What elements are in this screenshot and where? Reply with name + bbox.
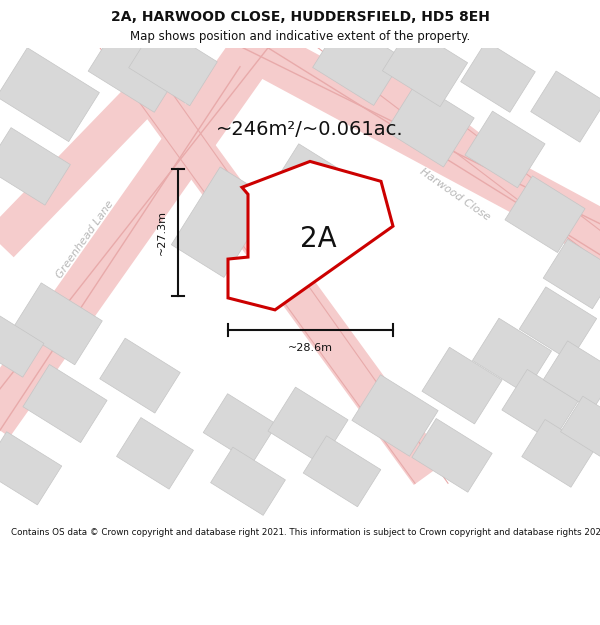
Polygon shape — [172, 167, 272, 278]
Polygon shape — [543, 239, 600, 309]
Text: ~27.3m: ~27.3m — [157, 210, 167, 255]
Polygon shape — [522, 419, 594, 488]
Polygon shape — [352, 375, 438, 456]
Polygon shape — [329, 34, 600, 278]
Polygon shape — [0, 34, 203, 258]
Polygon shape — [520, 287, 596, 361]
Polygon shape — [303, 436, 381, 507]
Polygon shape — [23, 364, 107, 442]
Polygon shape — [0, 432, 62, 505]
Text: Contains OS data © Crown copyright and database right 2021. This information is : Contains OS data © Crown copyright and d… — [11, 528, 600, 537]
Text: Map shows position and indicative extent of the property.: Map shows position and indicative extent… — [130, 30, 470, 43]
Polygon shape — [465, 111, 545, 188]
Polygon shape — [88, 27, 182, 112]
Text: Greenhead Lane: Greenhead Lane — [55, 198, 116, 280]
Polygon shape — [268, 387, 348, 464]
Polygon shape — [244, 27, 600, 265]
Polygon shape — [461, 41, 535, 112]
Polygon shape — [412, 419, 492, 492]
Polygon shape — [382, 27, 467, 107]
Polygon shape — [0, 314, 44, 377]
Polygon shape — [313, 20, 403, 106]
Text: ~28.6m: ~28.6m — [288, 342, 333, 352]
Polygon shape — [0, 34, 275, 437]
Polygon shape — [228, 161, 393, 310]
Polygon shape — [560, 396, 600, 461]
Polygon shape — [530, 71, 600, 142]
Polygon shape — [502, 369, 578, 442]
Polygon shape — [104, 36, 446, 485]
Polygon shape — [14, 283, 103, 365]
Polygon shape — [100, 338, 180, 413]
Polygon shape — [0, 48, 100, 142]
Polygon shape — [252, 144, 348, 249]
Polygon shape — [386, 82, 474, 167]
Polygon shape — [116, 418, 193, 489]
Text: ~246m²/~0.061ac.: ~246m²/~0.061ac. — [216, 120, 404, 139]
Text: 2A: 2A — [299, 225, 337, 253]
Text: Harwood Close: Harwood Close — [418, 166, 492, 222]
Polygon shape — [472, 318, 551, 393]
Polygon shape — [203, 394, 277, 463]
Polygon shape — [211, 447, 286, 516]
Polygon shape — [543, 341, 600, 411]
Polygon shape — [128, 24, 217, 106]
Polygon shape — [0, 127, 70, 205]
Polygon shape — [422, 348, 502, 424]
Polygon shape — [505, 176, 585, 253]
Text: 2A, HARWOOD CLOSE, HUDDERSFIELD, HD5 8EH: 2A, HARWOOD CLOSE, HUDDERSFIELD, HD5 8EH — [110, 10, 490, 24]
